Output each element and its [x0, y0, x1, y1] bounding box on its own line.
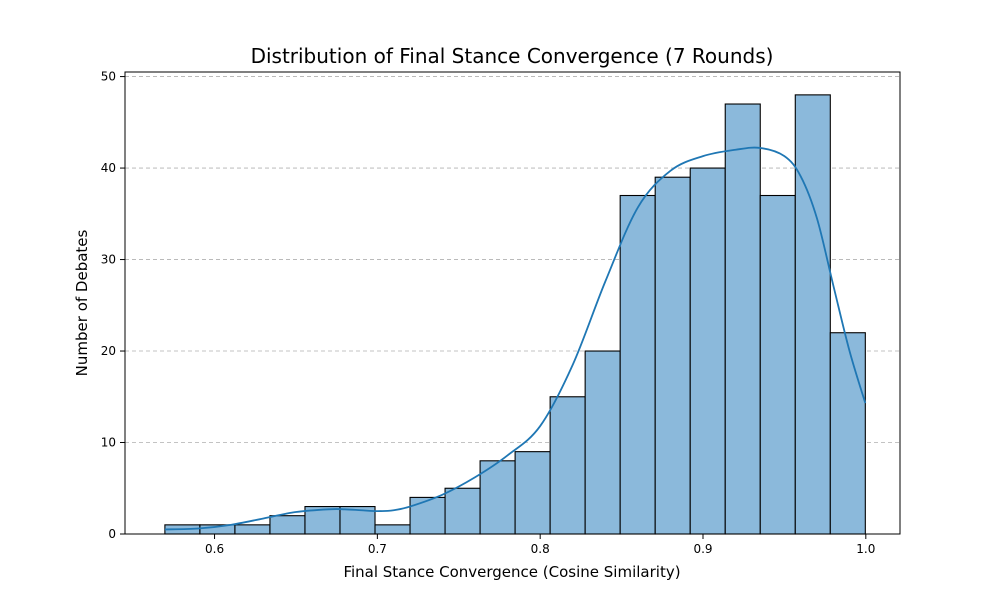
x-tick-label: 0.7: [368, 542, 387, 556]
histogram-bar: [829, 332, 866, 535]
histogram-bar: [759, 194, 796, 535]
histogram-bar: [689, 167, 726, 535]
x-tick-label: 0.8: [531, 542, 550, 556]
histogram-bar: [724, 103, 761, 535]
histogram-bar: [514, 451, 551, 535]
x-tick-label: 0.9: [693, 542, 712, 556]
histogram-bar: [549, 396, 586, 535]
x-tick-label: 1.0: [856, 542, 875, 556]
x-axis-ticks: 0.6 0.7 0.8 0.9 1.0: [205, 534, 875, 556]
y-tick-label: 20: [101, 344, 116, 358]
chart-title: Distribution of Final Stance Convergence…: [251, 44, 774, 68]
y-axis-ticks: 0 10 20 30 40 50: [101, 70, 125, 541]
kde-curve: [164, 146, 867, 531]
x-tick-label: 0.6: [205, 542, 224, 556]
histogram-bar: [269, 515, 306, 535]
x-axis-label: Final Stance Convergence (Cosine Similar…: [343, 563, 680, 581]
y-axis-label: Number of Debates: [73, 229, 91, 376]
histogram-bar: [234, 524, 271, 535]
histogram-bar: [479, 460, 516, 535]
y-tick-label: 0: [108, 527, 116, 541]
histogram-bar: [374, 524, 411, 535]
y-tick-label: 30: [101, 253, 116, 267]
histogram-bar: [619, 194, 656, 535]
y-tick-label: 40: [101, 161, 116, 175]
histogram-bar: [794, 94, 831, 535]
histogram-bars: [164, 94, 866, 535]
y-tick-label: 50: [101, 70, 116, 84]
histogram-bar: [409, 496, 446, 535]
histogram-bar: [444, 487, 481, 535]
y-tick-label: 10: [101, 436, 116, 450]
histogram-bar: [584, 350, 621, 535]
plot-frame: [124, 71, 901, 535]
histogram-bar: [654, 176, 691, 535]
